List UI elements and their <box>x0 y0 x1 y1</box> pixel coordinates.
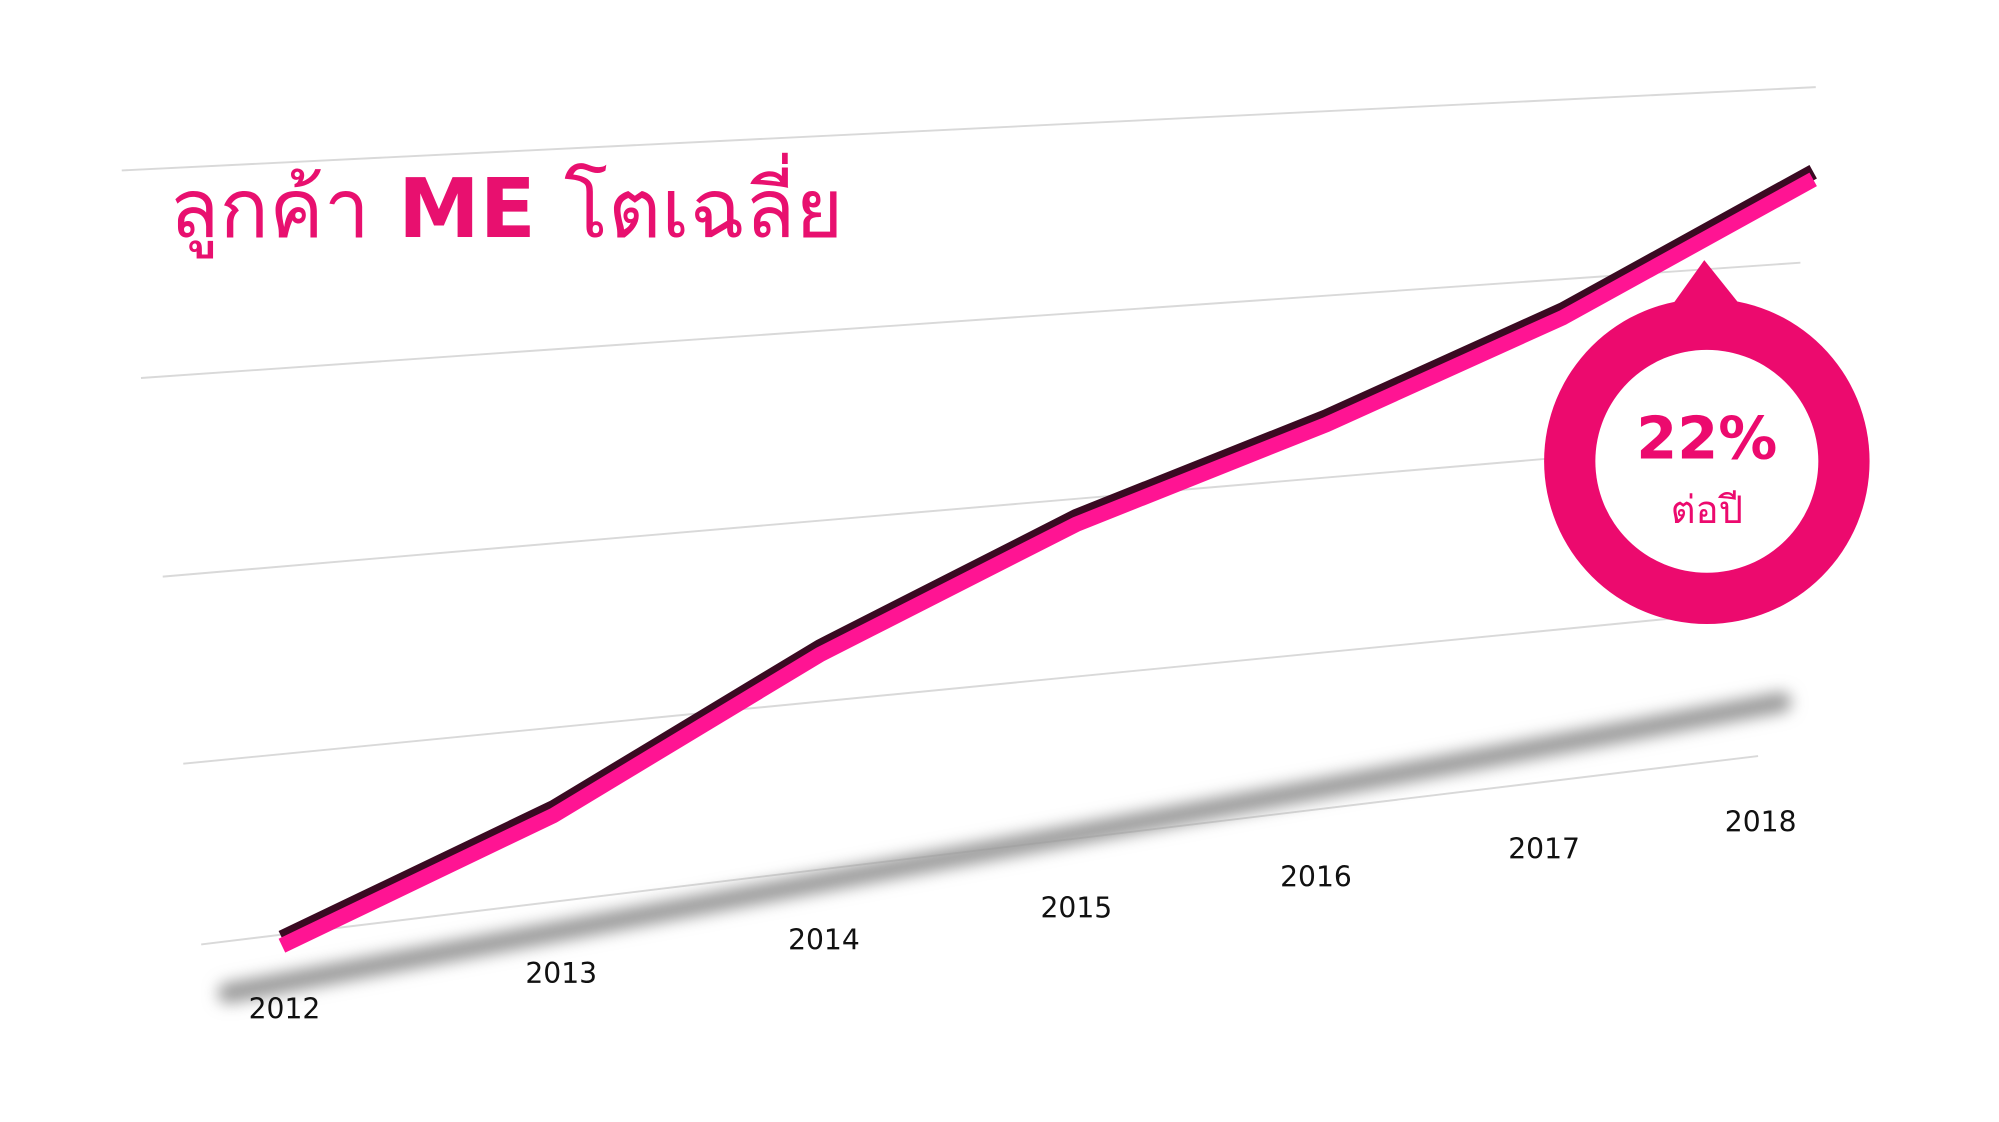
chart-title: ลูกค้า ME โตเฉลี่ย <box>169 152 843 258</box>
grid-line <box>162 437 1788 578</box>
title-part: ลูกค้า <box>169 162 370 258</box>
annotation-value: 22% <box>1636 404 1777 473</box>
x-tick-label: 2015 <box>1041 891 1113 924</box>
grid-line <box>121 86 1816 172</box>
x-tick-label: 2017 <box>1508 833 1580 866</box>
badge-pointer <box>1672 260 1741 305</box>
grid-line <box>183 607 1773 765</box>
grid-line <box>140 261 1801 379</box>
title-part: โตเฉลี่ย <box>564 152 843 257</box>
line-shadow <box>217 691 1792 1004</box>
x-tick-label: 2016 <box>1280 861 1352 894</box>
x-tick-label: 2013 <box>525 957 597 990</box>
badge: 22% ต่อปี <box>1544 260 1870 625</box>
x-tick-label: 2014 <box>788 924 860 957</box>
plot <box>278 164 1817 953</box>
annotation-note: ต่อปี <box>1671 488 1743 533</box>
line <box>278 172 1817 953</box>
badge-center <box>1595 349 1819 573</box>
x-tick-label: 2018 <box>1725 806 1797 839</box>
x-tick-label: 2012 <box>249 993 321 1026</box>
title-part: ME <box>398 162 536 257</box>
